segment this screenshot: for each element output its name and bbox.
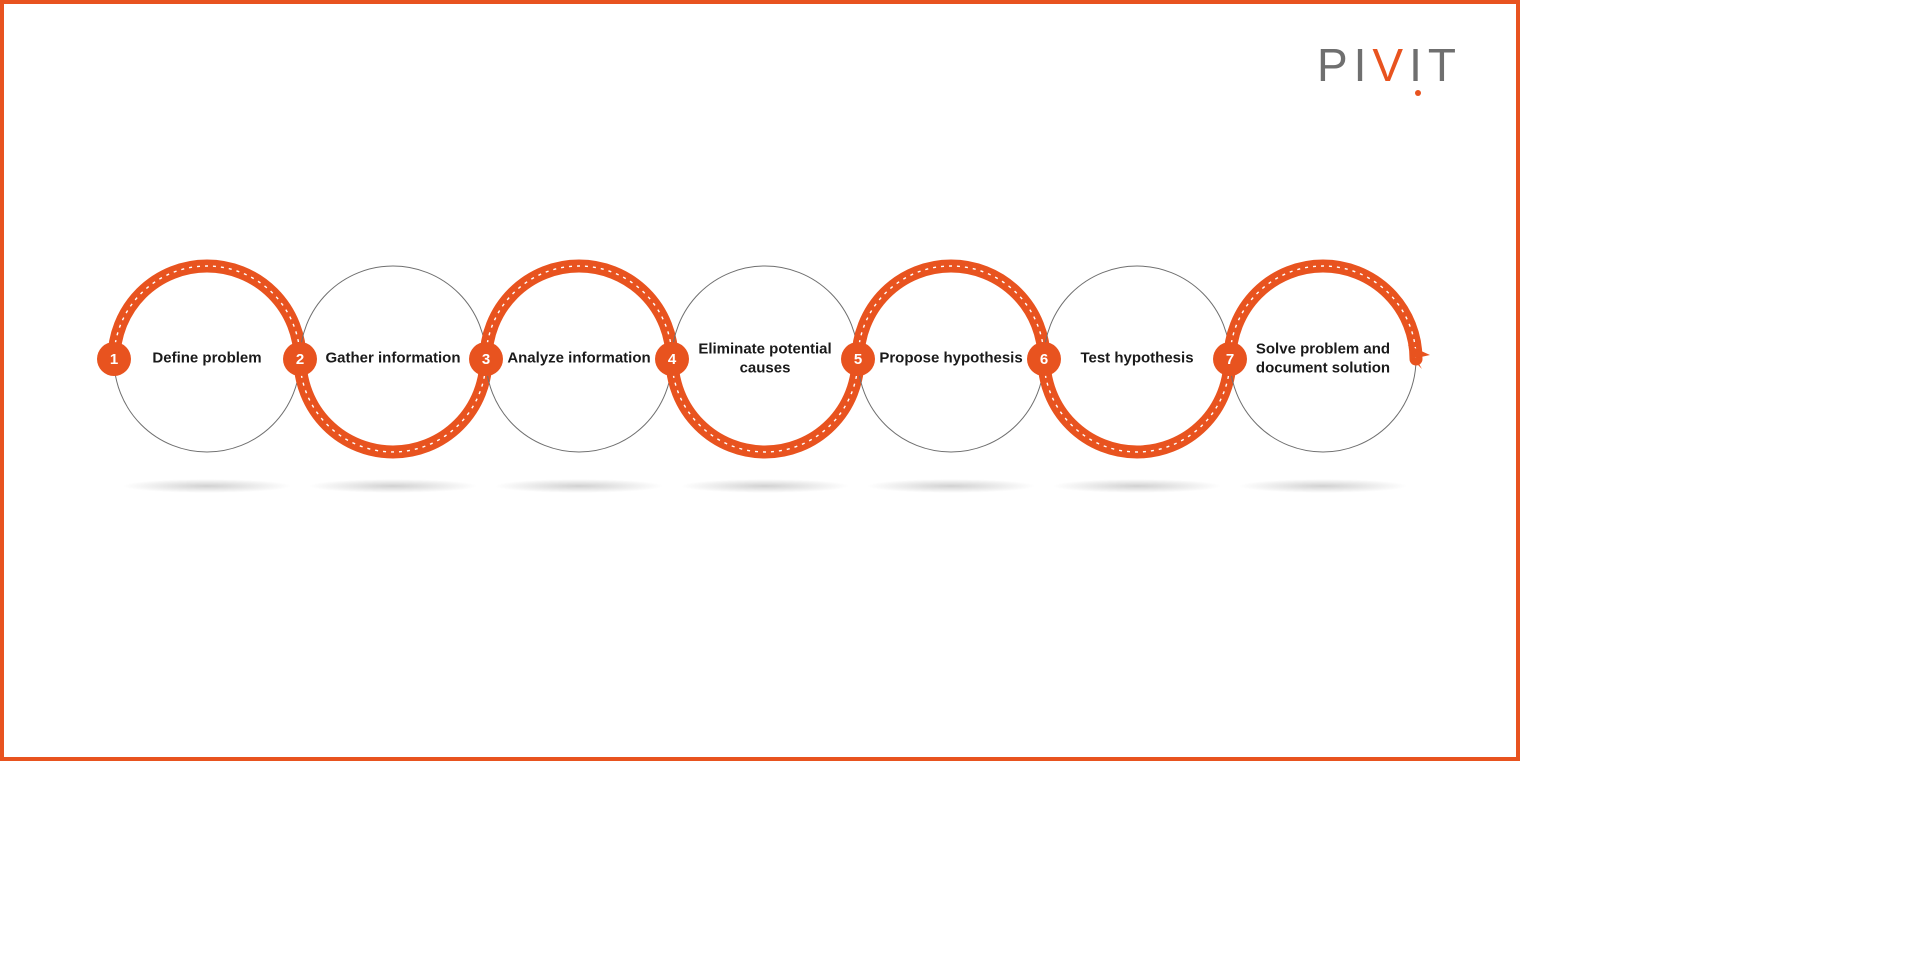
step-label: Analyze information xyxy=(504,350,654,369)
step-arc xyxy=(486,266,672,359)
brand-text-1: PI xyxy=(1317,39,1372,91)
step-number-badge: 7 xyxy=(1213,342,1247,376)
step-number: 4 xyxy=(668,351,676,368)
brand-logo: PIVIT xyxy=(1317,38,1462,92)
brand-text-accent: V xyxy=(1372,39,1409,91)
step-arc xyxy=(858,266,1044,359)
step-shadow xyxy=(1052,479,1222,493)
step-arc-stitch xyxy=(300,359,486,452)
step-number-badge: 5 xyxy=(841,342,875,376)
step-number-badge: 3 xyxy=(469,342,503,376)
step-number-badge: 4 xyxy=(655,342,689,376)
step-shadow xyxy=(1238,479,1408,493)
step-shadow xyxy=(122,479,292,493)
step-number-badge: 2 xyxy=(283,342,317,376)
step-arc xyxy=(114,266,300,359)
step-label: Eliminate potential causes xyxy=(690,340,840,378)
process-chain: 1 Define problem 2 Gather information 3 Analy… xyxy=(94,259,1434,509)
step-shadow xyxy=(494,479,664,493)
infographic-frame: PIVIT 1 Define problem 2 Gather information… xyxy=(0,0,1520,761)
step-shadow xyxy=(308,479,478,493)
step-arc-stitch xyxy=(114,266,300,359)
step-label: Gather information xyxy=(318,350,468,369)
step-number: 2 xyxy=(296,351,304,368)
step-arc xyxy=(1044,359,1230,452)
step-label: Define problem xyxy=(132,350,282,369)
step-label: Test hypothesis xyxy=(1062,350,1212,369)
step-number: 5 xyxy=(854,351,862,368)
step-arc-stitch xyxy=(486,266,672,359)
step-label: Solve problem and document solution xyxy=(1248,340,1398,378)
step-number: 3 xyxy=(482,351,490,368)
step-number: 1 xyxy=(110,351,118,368)
step-number-badge: 1 xyxy=(97,342,131,376)
step-arc-stitch xyxy=(858,266,1044,359)
step-number: 7 xyxy=(1226,351,1234,368)
step-number: 6 xyxy=(1040,351,1048,368)
brand-text-2: IT xyxy=(1409,39,1462,91)
step-arc-stitch xyxy=(1044,359,1230,452)
brand-dot-icon xyxy=(1415,90,1421,96)
step-shadow xyxy=(866,479,1036,493)
process-chain-svg xyxy=(94,259,1434,509)
step-shadow xyxy=(680,479,850,493)
step-number-badge: 6 xyxy=(1027,342,1061,376)
step-label: Propose hypothesis xyxy=(876,350,1026,369)
step-arc xyxy=(300,359,486,452)
